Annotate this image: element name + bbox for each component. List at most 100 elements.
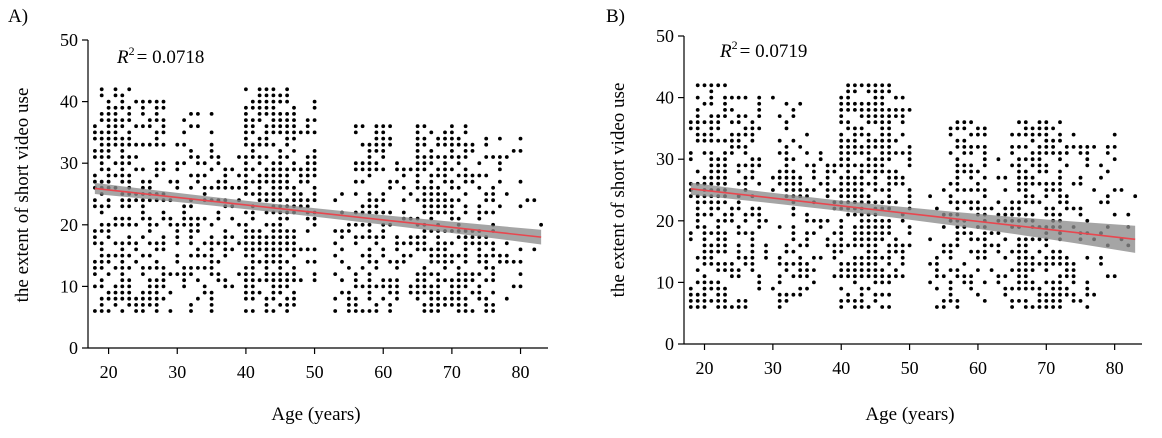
scatter-point	[730, 305, 734, 309]
scatter-point	[463, 130, 468, 135]
scatter-point	[866, 114, 871, 118]
scatter-point	[511, 259, 516, 264]
scatter-point	[367, 142, 372, 147]
scatter-point	[250, 142, 255, 147]
scatter-point	[257, 155, 262, 159]
scatter-point	[257, 105, 262, 110]
scatter-point	[120, 278, 125, 283]
scatter-point	[1044, 243, 1049, 248]
scatter-point	[1030, 181, 1035, 186]
scatter-point	[866, 83, 871, 88]
scatter-point	[278, 235, 283, 240]
scatter-point	[1064, 145, 1069, 149]
scatter-point	[470, 241, 475, 246]
scatter-point	[880, 132, 885, 137]
scatter-point	[305, 259, 310, 264]
scatter-point	[429, 130, 434, 135]
scatter-point	[688, 299, 693, 303]
scatter-point	[1017, 120, 1021, 125]
scatter-point	[1071, 206, 1076, 211]
scatter-point	[1023, 212, 1028, 217]
scatter-point	[312, 185, 317, 190]
scatter-point	[285, 167, 289, 172]
y-tick-label: 30	[60, 153, 78, 173]
scatter-point	[805, 243, 809, 248]
scatter-point	[736, 145, 741, 149]
scatter-point	[401, 167, 406, 172]
scatter-point	[839, 175, 844, 180]
scatter-point	[955, 237, 960, 242]
scatter-point	[825, 194, 830, 199]
scatter-point	[1010, 212, 1014, 217]
scatter-point	[99, 204, 104, 209]
scatter-point	[805, 132, 809, 137]
scatter-point	[955, 169, 960, 174]
scatter-point	[777, 305, 782, 309]
scatter-point	[723, 114, 727, 118]
scatter-point	[470, 173, 475, 178]
scatter-point	[216, 155, 221, 159]
scatter-point	[456, 142, 461, 147]
scatter-point	[244, 161, 248, 166]
scatter-point	[374, 167, 379, 172]
scatter-point	[161, 118, 166, 122]
scatter-point	[470, 149, 475, 153]
scatter-point	[292, 167, 296, 172]
scatter-point	[257, 112, 262, 116]
scatter-point	[477, 161, 482, 166]
scatter-point	[450, 179, 454, 184]
scatter-point	[381, 142, 386, 147]
scatter-point	[250, 296, 255, 301]
scatter-point	[127, 222, 132, 227]
scatter-point	[1058, 274, 1062, 279]
scatter-point	[1051, 206, 1055, 211]
scatter-point	[450, 259, 454, 264]
scatter-point	[716, 225, 721, 229]
scatter-point	[93, 155, 97, 159]
scatter-point	[422, 309, 427, 313]
scatter-point	[278, 161, 283, 166]
scatter-point	[1010, 206, 1014, 211]
scatter-point	[147, 241, 152, 246]
scatter-point	[771, 286, 775, 291]
y-tick-label: 20	[60, 215, 78, 235]
scatter-point	[1085, 157, 1090, 162]
x-tick-label: 20	[696, 358, 714, 378]
scatter-point	[907, 188, 912, 192]
scatter-point	[709, 169, 714, 174]
scatter-point	[257, 290, 262, 295]
scatter-point	[1023, 299, 1028, 303]
scatter-point	[244, 130, 248, 135]
scatter-point	[777, 225, 782, 229]
scatter-point	[127, 241, 132, 246]
scatter-point	[271, 142, 276, 147]
scatter-point	[955, 274, 960, 279]
scatter-point	[853, 237, 857, 242]
scatter-point	[736, 132, 741, 137]
scatter-point	[422, 155, 427, 159]
scatter-point	[812, 231, 816, 236]
scatter-point	[1064, 151, 1069, 155]
scatter-point	[873, 101, 878, 106]
scatter-point	[777, 169, 782, 174]
scatter-point	[846, 145, 850, 149]
scatter-point	[367, 296, 372, 301]
scatter-point	[846, 101, 850, 106]
scatter-point	[161, 167, 166, 172]
scatter-point	[709, 200, 714, 205]
scatter-point	[99, 284, 104, 289]
scatter-point	[264, 222, 269, 227]
scatter-point	[723, 305, 727, 309]
scatter-point	[333, 253, 338, 258]
scatter-point	[429, 272, 434, 276]
scatter-point	[1078, 206, 1083, 211]
scatter-point	[401, 173, 406, 178]
scatter-point	[230, 235, 235, 240]
scatter-point	[443, 204, 447, 209]
scatter-point	[962, 200, 967, 205]
y-tick-label: 20	[656, 211, 674, 231]
scatter-point	[429, 253, 434, 258]
scatter-point	[518, 284, 523, 289]
scatter-point	[839, 188, 844, 192]
scatter-point	[463, 149, 468, 153]
